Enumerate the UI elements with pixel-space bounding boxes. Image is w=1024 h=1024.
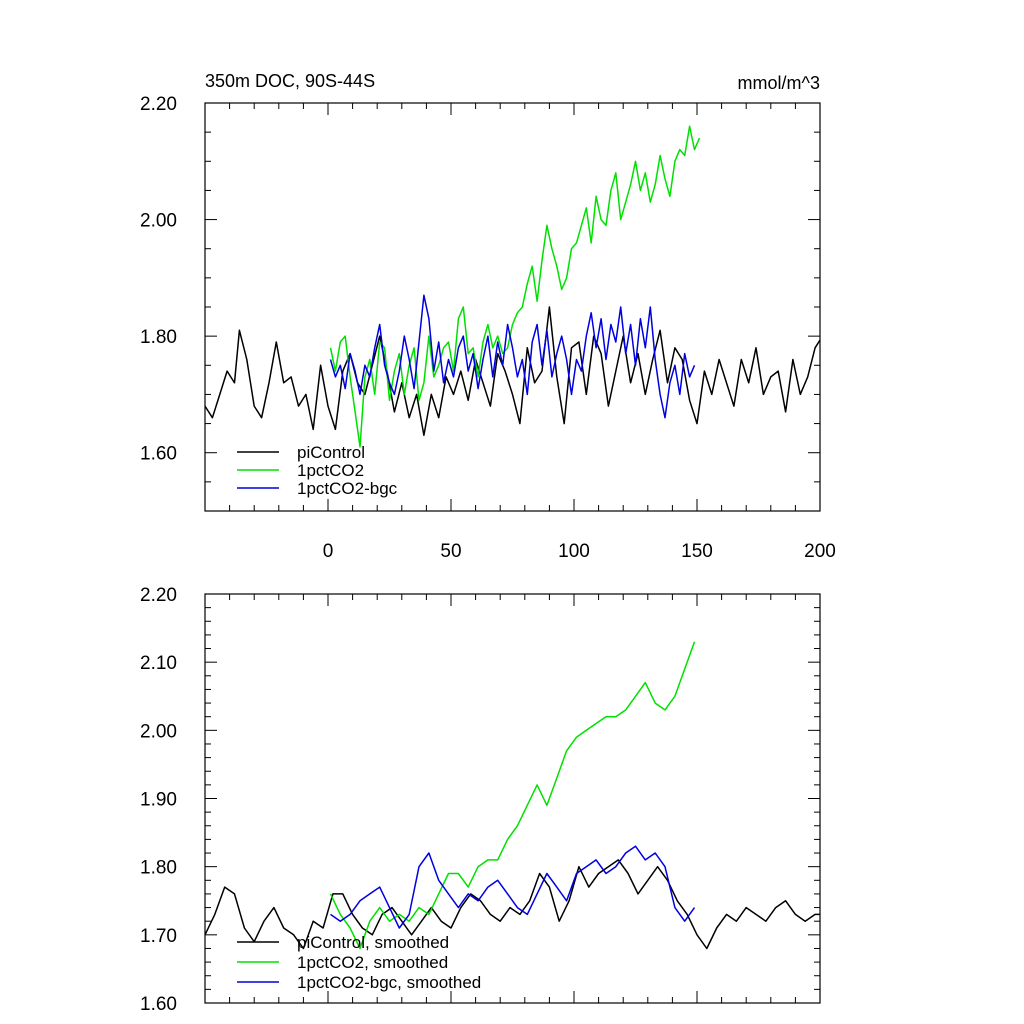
legend-label-1: piControl, smoothed xyxy=(297,933,449,952)
legend-label-2: 1pctCO2, smoothed xyxy=(297,953,448,972)
y-tick-label: 1.80 xyxy=(140,327,177,348)
legend-label-2: 1pctCO2 xyxy=(297,461,364,480)
series-line-1pctco2-smoothed xyxy=(329,641,696,950)
y-tick-label: 1.90 xyxy=(140,790,177,811)
legend-label-3: 1pctCO2-bgc xyxy=(297,479,398,498)
series-line-1pctco2-bgc-smoothed xyxy=(330,845,696,929)
x-tick-label: 100 xyxy=(558,541,590,562)
y-tick-label: 1.60 xyxy=(140,994,177,1015)
x-tick-label: 150 xyxy=(681,541,713,562)
y-tick-label: 2.00 xyxy=(140,211,177,232)
series-line-1pctco2-bgc xyxy=(329,294,696,419)
x-tick-label: 0 xyxy=(323,541,334,562)
y-tick-label: 2.10 xyxy=(140,653,177,674)
chart-panel-1: 1.60 1.80 2.00 2.20 0 50 100 150 200 350m DOC, 90… xyxy=(140,71,836,562)
x-tick-label: 50 xyxy=(440,541,461,562)
units-label: mmol/m^3 xyxy=(738,73,820,93)
y-tick-label: 2.00 xyxy=(140,721,177,742)
series-line-1pctco2 xyxy=(329,125,701,448)
legend-label-3: 1pctCO2-bgc, smoothed xyxy=(297,973,481,992)
plot-title: 350m DOC, 90S-44S xyxy=(205,71,375,91)
y-tick-label: 1.80 xyxy=(140,858,177,879)
x-tick-label: 200 xyxy=(804,541,836,562)
series-line-picontrol xyxy=(205,306,820,436)
y-tick-label: 1.70 xyxy=(140,926,177,947)
series-line-picontrol-smoothed xyxy=(205,859,820,950)
legend-label-1: piControl xyxy=(297,443,365,462)
y-tick-label: 2.20 xyxy=(140,585,177,606)
y-tick-label: 1.60 xyxy=(140,444,177,465)
chart-panel-2: 1.60 1.70 1.80 1.90 2.00 2.10 2.20 piControl, s… xyxy=(140,585,821,1015)
y-tick-label: 2.20 xyxy=(140,94,177,115)
